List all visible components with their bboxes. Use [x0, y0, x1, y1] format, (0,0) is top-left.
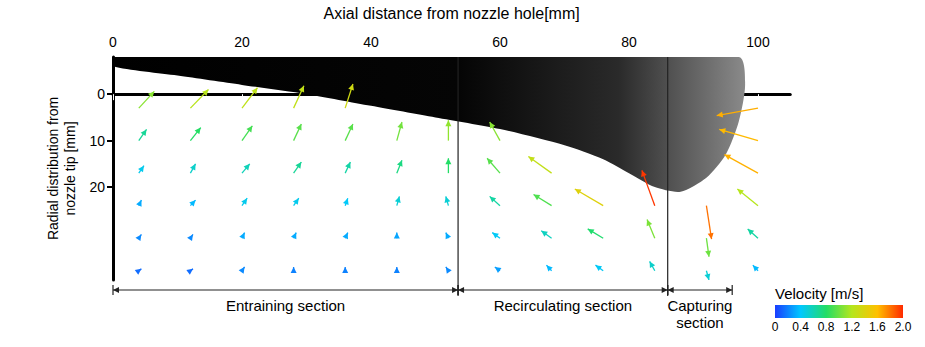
svg-text:10: 10 [89, 133, 105, 149]
svg-text:1.6: 1.6 [869, 320, 886, 334]
svg-text:section: section [676, 314, 724, 331]
svg-text:40: 40 [363, 34, 379, 50]
svg-text:Radial distribution from: Radial distribution from [45, 97, 61, 240]
svg-text:100: 100 [746, 34, 770, 50]
svg-text:0: 0 [97, 86, 105, 102]
svg-text:0: 0 [772, 320, 779, 334]
svg-text:20: 20 [89, 179, 105, 195]
svg-text:2.0: 2.0 [895, 320, 912, 334]
svg-text:0: 0 [109, 34, 117, 50]
svg-text:Velocity [m/s]: Velocity [m/s] [775, 285, 863, 302]
svg-text:Entraining section: Entraining section [226, 297, 345, 314]
svg-text:0.8: 0.8 [818, 320, 835, 334]
svg-text:0.4: 0.4 [792, 320, 809, 334]
svg-text:Capturing: Capturing [667, 297, 732, 314]
svg-text:Axial distance from nozzle hol: Axial distance from nozzle hole[mm] [324, 5, 580, 22]
svg-text:nozzle tip [mm]: nozzle tip [mm] [62, 121, 78, 215]
svg-text:Recirculating section: Recirculating section [494, 297, 632, 314]
svg-text:20: 20 [234, 34, 250, 50]
svg-text:80: 80 [621, 34, 637, 50]
svg-text:1.2: 1.2 [843, 320, 860, 334]
svg-text:60: 60 [492, 34, 508, 50]
